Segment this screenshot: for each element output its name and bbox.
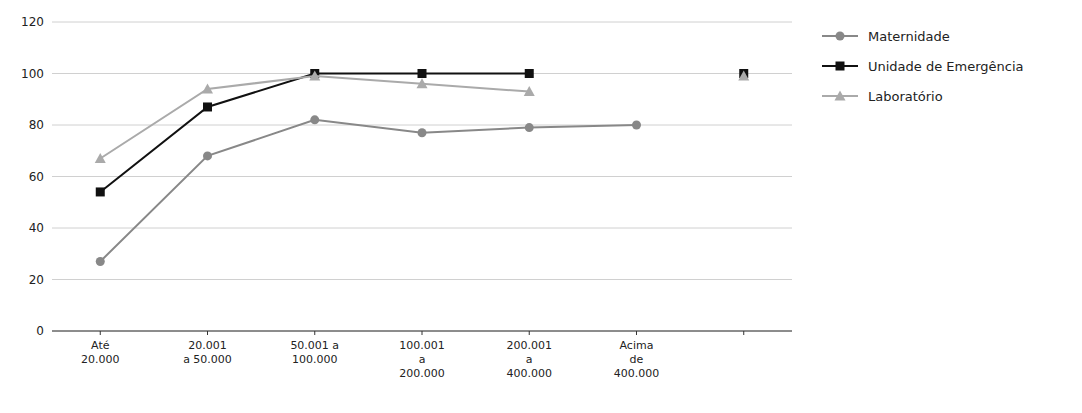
series-line [100, 76, 529, 158]
plot-area [95, 69, 749, 266]
x-axis: Até20.000 20.001a 50.000 50.001 a100.000 10… [52, 331, 792, 380]
x-tick [314, 331, 315, 335]
series [96, 69, 748, 196]
series-marker [738, 71, 749, 81]
series-marker [96, 257, 105, 266]
series-marker [524, 86, 535, 96]
y-tick-label: 80 [29, 118, 44, 132]
y-tick-label: 20 [29, 273, 44, 287]
series-marker [632, 121, 641, 130]
grid-line [52, 176, 792, 177]
series-marker [417, 78, 428, 88]
grid-line [52, 279, 792, 280]
grid-line [52, 125, 792, 126]
series-marker [525, 69, 534, 78]
grid-line [52, 22, 792, 23]
x-tick-label: Acimade400.000 [614, 339, 660, 380]
y-axis: 0 20 40 60 80 100 120 [21, 15, 792, 338]
y-tick-label: 0 [36, 324, 44, 338]
series-marker [96, 187, 105, 196]
x-tick [422, 331, 423, 335]
legend: Maternidade Unidade de Emergência Laborató… [822, 29, 1024, 104]
x-tick [743, 331, 744, 335]
x-tick [636, 331, 637, 335]
y-tick-label: 60 [29, 170, 44, 184]
legend-label: Maternidade [868, 29, 950, 44]
y-tick-label: 100 [21, 67, 44, 81]
x-tick [207, 331, 208, 335]
x-tick [529, 331, 530, 335]
series-line [100, 74, 529, 192]
series-marker [418, 128, 427, 137]
legend-marker [836, 32, 845, 41]
y-tick-label: 40 [29, 221, 44, 235]
series-marker [95, 153, 106, 163]
series-marker [525, 123, 534, 132]
series-marker [418, 69, 427, 78]
x-tick-label: 50.001 a100.000 [290, 339, 339, 366]
x-tick [100, 331, 101, 335]
series-marker [203, 102, 212, 111]
series-marker [202, 83, 213, 93]
series [96, 115, 641, 266]
x-tick-label: 200.001a400.000 [506, 339, 552, 380]
chart-container: 0 20 40 60 80 100 120 Até20.000 20.001a 50.000 50… [0, 0, 1082, 413]
x-tick-label: Até20.000 [81, 339, 120, 366]
y-tick-label: 120 [21, 15, 44, 29]
legend-marker [835, 91, 846, 101]
x-tick-label: 20.001a 50.000 [183, 339, 232, 366]
series-marker [310, 115, 319, 124]
legend-label: Unidade de Emergência [868, 59, 1024, 74]
chart-svg: 0 20 40 60 80 100 120 Até20.000 20.001a 50.000 50… [0, 0, 1082, 413]
series [95, 71, 749, 163]
x-tick-label: 100.001a200.000 [399, 339, 445, 380]
series-line [100, 120, 636, 262]
legend-label: Laboratório [868, 89, 943, 104]
grid-line [52, 228, 792, 229]
series-marker [309, 71, 320, 81]
legend-marker [836, 62, 845, 71]
series-marker [203, 151, 212, 160]
